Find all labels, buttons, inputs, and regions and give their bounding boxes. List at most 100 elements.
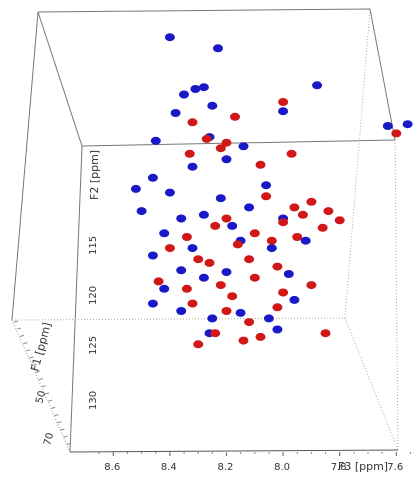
x-tick-label: 8.2 [218, 462, 234, 473]
data-point [187, 299, 198, 308]
frame-bottom-front [69, 449, 399, 453]
data-point [181, 284, 192, 293]
data-point [334, 216, 345, 225]
data-point [232, 240, 243, 249]
data-point [227, 221, 238, 230]
data-point [272, 262, 283, 271]
data-point [244, 255, 255, 264]
data-point [198, 83, 209, 92]
z-minor-tick [29, 356, 34, 359]
z-minor-tick [66, 442, 71, 445]
data-point [221, 307, 232, 315]
data-point [278, 288, 289, 297]
data-point [201, 134, 212, 143]
data-point [176, 307, 187, 315]
frame-top-front [81, 139, 396, 147]
data-point [159, 229, 170, 238]
y-tick-label: 120 [88, 286, 99, 305]
data-point [147, 173, 158, 182]
data-point [150, 136, 161, 145]
data-point [306, 197, 317, 206]
data-point [320, 329, 331, 338]
data-point [221, 214, 232, 223]
data-point [215, 194, 226, 203]
z-axis-ticks: 50 70 [13, 320, 71, 447]
z-minor-tick [51, 406, 56, 409]
y-tick-label: 115 [88, 236, 99, 255]
frame-bottom-right [344, 317, 399, 451]
data-point [176, 266, 187, 275]
data-point [286, 149, 297, 158]
data-point [213, 44, 223, 53]
data-point [312, 81, 323, 90]
y-tick-label: 125 [88, 336, 99, 355]
data-point [238, 142, 249, 151]
data-point [193, 255, 204, 264]
data-point [215, 281, 226, 290]
data-point [227, 292, 238, 301]
data-point [147, 299, 158, 308]
data-point [136, 207, 147, 216]
data-point [244, 318, 255, 327]
data-point [300, 236, 311, 245]
frame-right-back [344, 8, 371, 319]
z-minor-tick [26, 349, 31, 352]
data-point [278, 218, 289, 227]
z-minor-tick [57, 421, 62, 424]
data-point [306, 281, 317, 290]
y-tick-label: 130 [88, 391, 99, 410]
data-point [272, 325, 283, 334]
data-point [272, 303, 283, 312]
data-point [179, 90, 189, 99]
data-point [266, 244, 277, 253]
data-point [235, 308, 246, 317]
z-minor-tick [60, 428, 65, 431]
data-point [323, 207, 334, 216]
data-point [164, 244, 175, 253]
data-point [190, 85, 201, 93]
data-point [297, 210, 308, 219]
frame-right-front [394, 139, 399, 451]
data-point [266, 236, 277, 245]
data-point [382, 122, 393, 130]
x-tick-label: 8.6 [104, 462, 120, 473]
frame-left-front [69, 145, 83, 453]
data-point [176, 214, 187, 223]
data-point [244, 203, 255, 212]
z-minor-tick [54, 414, 59, 417]
data-point [402, 120, 413, 129]
z-axis-label: F1 [ppm] [28, 321, 54, 373]
x-tick-label: 8.4 [161, 462, 177, 473]
x-axis-ticks: 8.6 8.4 8.2 8.0 7.8 7.6 [98, 452, 411, 473]
data-point [164, 188, 175, 197]
data-point [391, 129, 402, 138]
data-point [187, 118, 198, 127]
data-point [187, 244, 198, 253]
data-point [221, 138, 232, 147]
data-point [255, 332, 266, 341]
data-point [261, 181, 272, 190]
z-minor-tick [47, 399, 53, 402]
x-tick-label: 7.6 [387, 462, 403, 473]
data-point [221, 155, 232, 164]
data-point [210, 329, 221, 338]
data-point [164, 33, 175, 42]
data-point [278, 107, 289, 116]
data-point [181, 233, 192, 241]
data-point [249, 229, 260, 238]
data-point [170, 109, 181, 117]
z-minor-tick [35, 370, 40, 373]
z-minor-tick [13, 320, 19, 323]
data-point [130, 184, 141, 193]
data-point [187, 162, 198, 171]
data-point [159, 284, 170, 293]
data-point [221, 268, 232, 277]
z-tick-label: 70 [42, 432, 56, 447]
z-minor-tick [16, 327, 22, 330]
z-tick-label: 50 [34, 390, 48, 405]
frame-left-back [37, 11, 83, 147]
data-point [198, 273, 209, 282]
data-point [153, 277, 164, 286]
frame-back-bottom [11, 317, 346, 321]
